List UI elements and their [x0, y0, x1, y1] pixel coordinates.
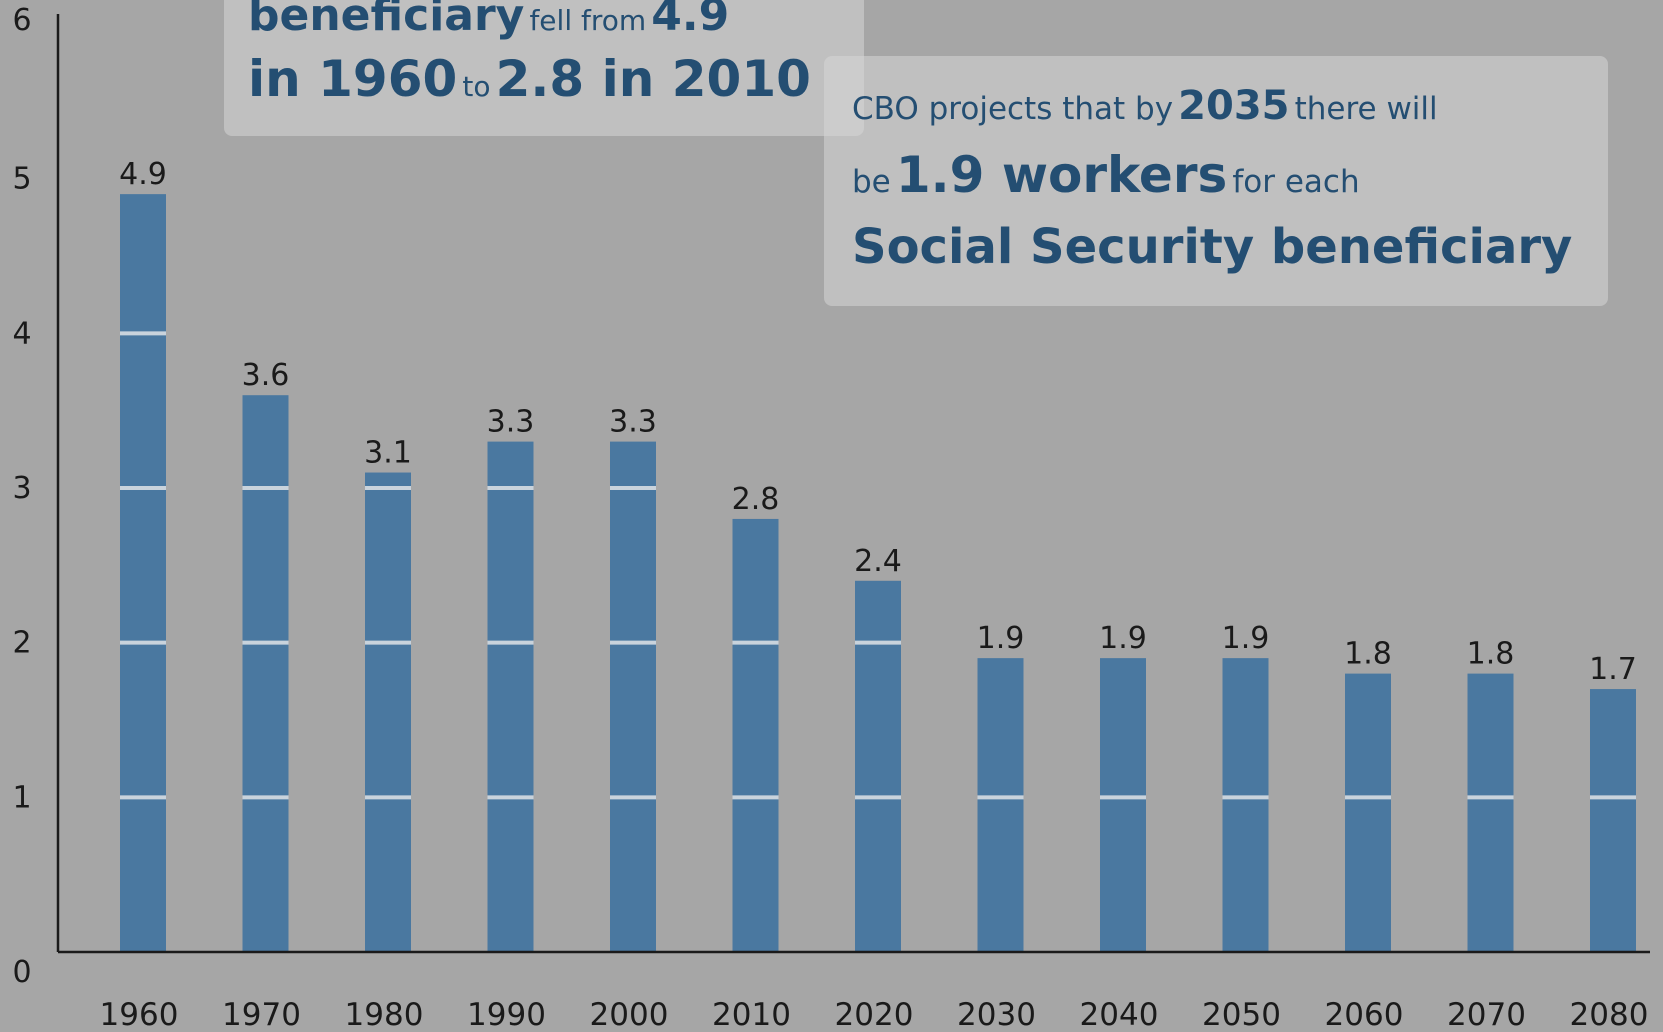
- x-tick-label-1960: 1960: [100, 997, 179, 1032]
- y-tick-label: 6: [12, 3, 31, 38]
- x-tick-label-2040: 2040: [1080, 997, 1159, 1032]
- x-tick-label-1980: 1980: [345, 997, 424, 1032]
- bar-2000: [610, 441, 656, 952]
- bar-2030: [977, 658, 1024, 952]
- value-label-2060: 1.8: [1344, 637, 1392, 672]
- bar-1970: [242, 395, 289, 952]
- callout-projection-line3: Social Security beneficiary: [852, 223, 1572, 271]
- value-label-2070: 1.8: [1467, 637, 1515, 672]
- y-tick-label: 4: [12, 316, 31, 351]
- x-tick-label-2050: 2050: [1202, 997, 1281, 1032]
- callout-projection-line1: CBO projects that by 2035 there will: [852, 86, 1438, 126]
- callout-beneficiary-text: beneficiary: [248, 0, 525, 41]
- bar-2070: [1467, 673, 1514, 952]
- y-tick-label: 2: [12, 626, 31, 661]
- x-tick-label-2070: 2070: [1447, 997, 1526, 1032]
- bar-2010: [732, 518, 779, 952]
- y-axis: 0 1 2 3 4 5 6: [12, 3, 60, 990]
- x-tick-label-2010: 2010: [712, 997, 791, 1032]
- y-tick-label: 3: [12, 471, 31, 506]
- callout-historical-line2: in 1960 to 2.8 in 2010: [248, 54, 811, 104]
- x-tick-label-2060: 2060: [1325, 997, 1404, 1032]
- callout-historical-line1: beneficiary fell from 4.9: [248, 0, 729, 38]
- value-label-1990: 3.3: [487, 405, 535, 440]
- callout-for-each-text: for each: [1232, 164, 1360, 200]
- value-label-1960: 4.9: [119, 157, 167, 192]
- value-label-2050: 1.9: [1222, 621, 1270, 656]
- bar-2050: [1222, 658, 1269, 952]
- value-label-2040: 1.9: [1099, 621, 1147, 656]
- callout-to-text: to: [462, 70, 491, 103]
- x-tick-label-1990: 1990: [467, 997, 546, 1032]
- x-tick-label-2020: 2020: [835, 997, 914, 1032]
- callout-workers-value: 1.9 workers: [895, 146, 1228, 204]
- bar-2020: [855, 580, 901, 952]
- bar-1980: [365, 472, 411, 952]
- value-label-1970: 3.6: [242, 358, 290, 393]
- bar-1990: [487, 441, 534, 952]
- callout-start-value: 4.9: [651, 0, 730, 41]
- callout-start-year: in 1960: [248, 50, 458, 108]
- y-tick-label: 1: [12, 780, 31, 815]
- bars: [120, 194, 1636, 953]
- x-tick-label-2000: 2000: [590, 997, 669, 1032]
- x-axis: 1960 1970 1980 1990 2000 2010 2020 2030 2040 2050…: [58, 950, 1650, 1032]
- bar-2060: [1345, 673, 1391, 952]
- value-labels: 4.9 3.6 3.1 3.3 3.3 2.8 2.4 1.9 1.9 1.9 1.8 1.8 1.7: [119, 157, 1637, 687]
- value-label-2080: 1.7: [1589, 652, 1637, 687]
- callout-projection-line2: be 1.9 workers for each: [852, 150, 1360, 200]
- callout-there-will-text: there will: [1294, 91, 1438, 127]
- x-tick-label-2030: 2030: [957, 997, 1036, 1032]
- value-label-2010: 2.8: [732, 482, 780, 517]
- bar-2040: [1100, 658, 1146, 952]
- value-label-2020: 2.4: [854, 544, 902, 579]
- callout-historical: beneficiary fell from 4.9 in 1960 to 2.8…: [224, 0, 864, 136]
- x-tick-label-1970: 1970: [222, 997, 301, 1032]
- value-label-1980: 3.1: [364, 436, 412, 471]
- x-tick-label-2080: 2080: [1570, 997, 1649, 1032]
- value-label-2030: 1.9: [977, 621, 1025, 656]
- bar-1960: [120, 194, 166, 953]
- callout-end-value: 2.8 in 2010: [495, 50, 811, 108]
- bar-2080: [1590, 689, 1636, 952]
- callout-be-text: be: [852, 164, 891, 200]
- value-label-2000: 3.3: [609, 405, 657, 440]
- callout-fell-from-text: fell from: [529, 4, 647, 37]
- callout-beneficiary-label: Social Security beneficiary: [852, 219, 1573, 275]
- callout-cbo-text: CBO projects that by: [852, 91, 1174, 127]
- callout-projection: CBO projects that by 2035 there will be …: [824, 56, 1608, 306]
- y-tick-label: 0: [12, 955, 31, 990]
- callout-projection-year: 2035: [1178, 83, 1290, 129]
- y-tick-label: 5: [12, 162, 31, 197]
